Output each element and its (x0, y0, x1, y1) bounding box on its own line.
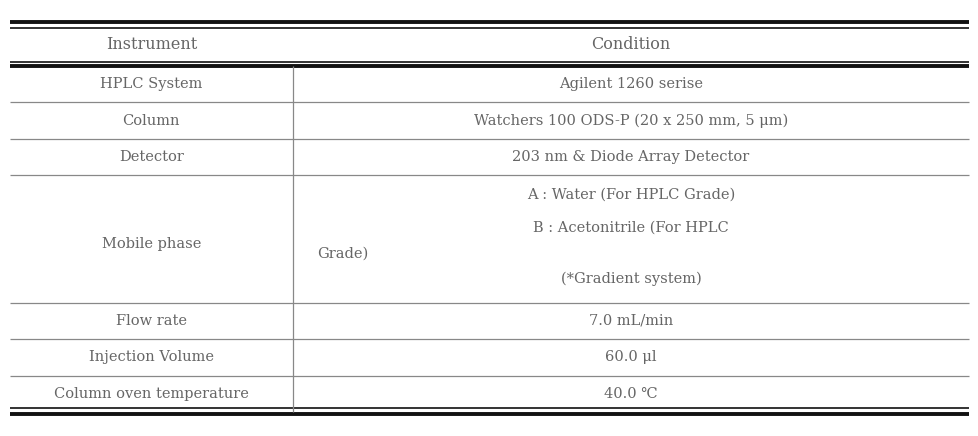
Text: Condition: Condition (591, 37, 670, 54)
Text: 60.0 μl: 60.0 μl (604, 351, 656, 364)
Text: Watchers 100 ODS-P (20 x 250 mm, 5 μm): Watchers 100 ODS-P (20 x 250 mm, 5 μm) (473, 113, 787, 128)
Text: 203 nm & Diode Array Detector: 203 nm & Diode Array Detector (511, 150, 749, 164)
Text: Instrument: Instrument (106, 37, 197, 54)
Text: (*Gradient system): (*Gradient system) (560, 272, 700, 286)
Text: Grade): Grade) (317, 247, 368, 261)
Text: Injection Volume: Injection Volume (89, 351, 213, 364)
Text: Detector: Detector (118, 150, 184, 164)
Text: 40.0 ℃: 40.0 ℃ (603, 387, 657, 401)
Text: Agilent 1260 serise: Agilent 1260 serise (558, 77, 702, 91)
Text: Column: Column (122, 113, 180, 128)
Text: B : Acetonitrile (For HPLC: B : Acetonitrile (For HPLC (533, 221, 729, 235)
Text: Flow rate: Flow rate (115, 314, 187, 328)
Text: Mobile phase: Mobile phase (102, 237, 200, 251)
Text: HPLC System: HPLC System (100, 77, 202, 91)
Text: A : Water (For HPLC Grade): A : Water (For HPLC Grade) (526, 188, 734, 202)
Text: Column oven temperature: Column oven temperature (54, 387, 248, 401)
Text: 7.0 mL/min: 7.0 mL/min (589, 314, 673, 328)
